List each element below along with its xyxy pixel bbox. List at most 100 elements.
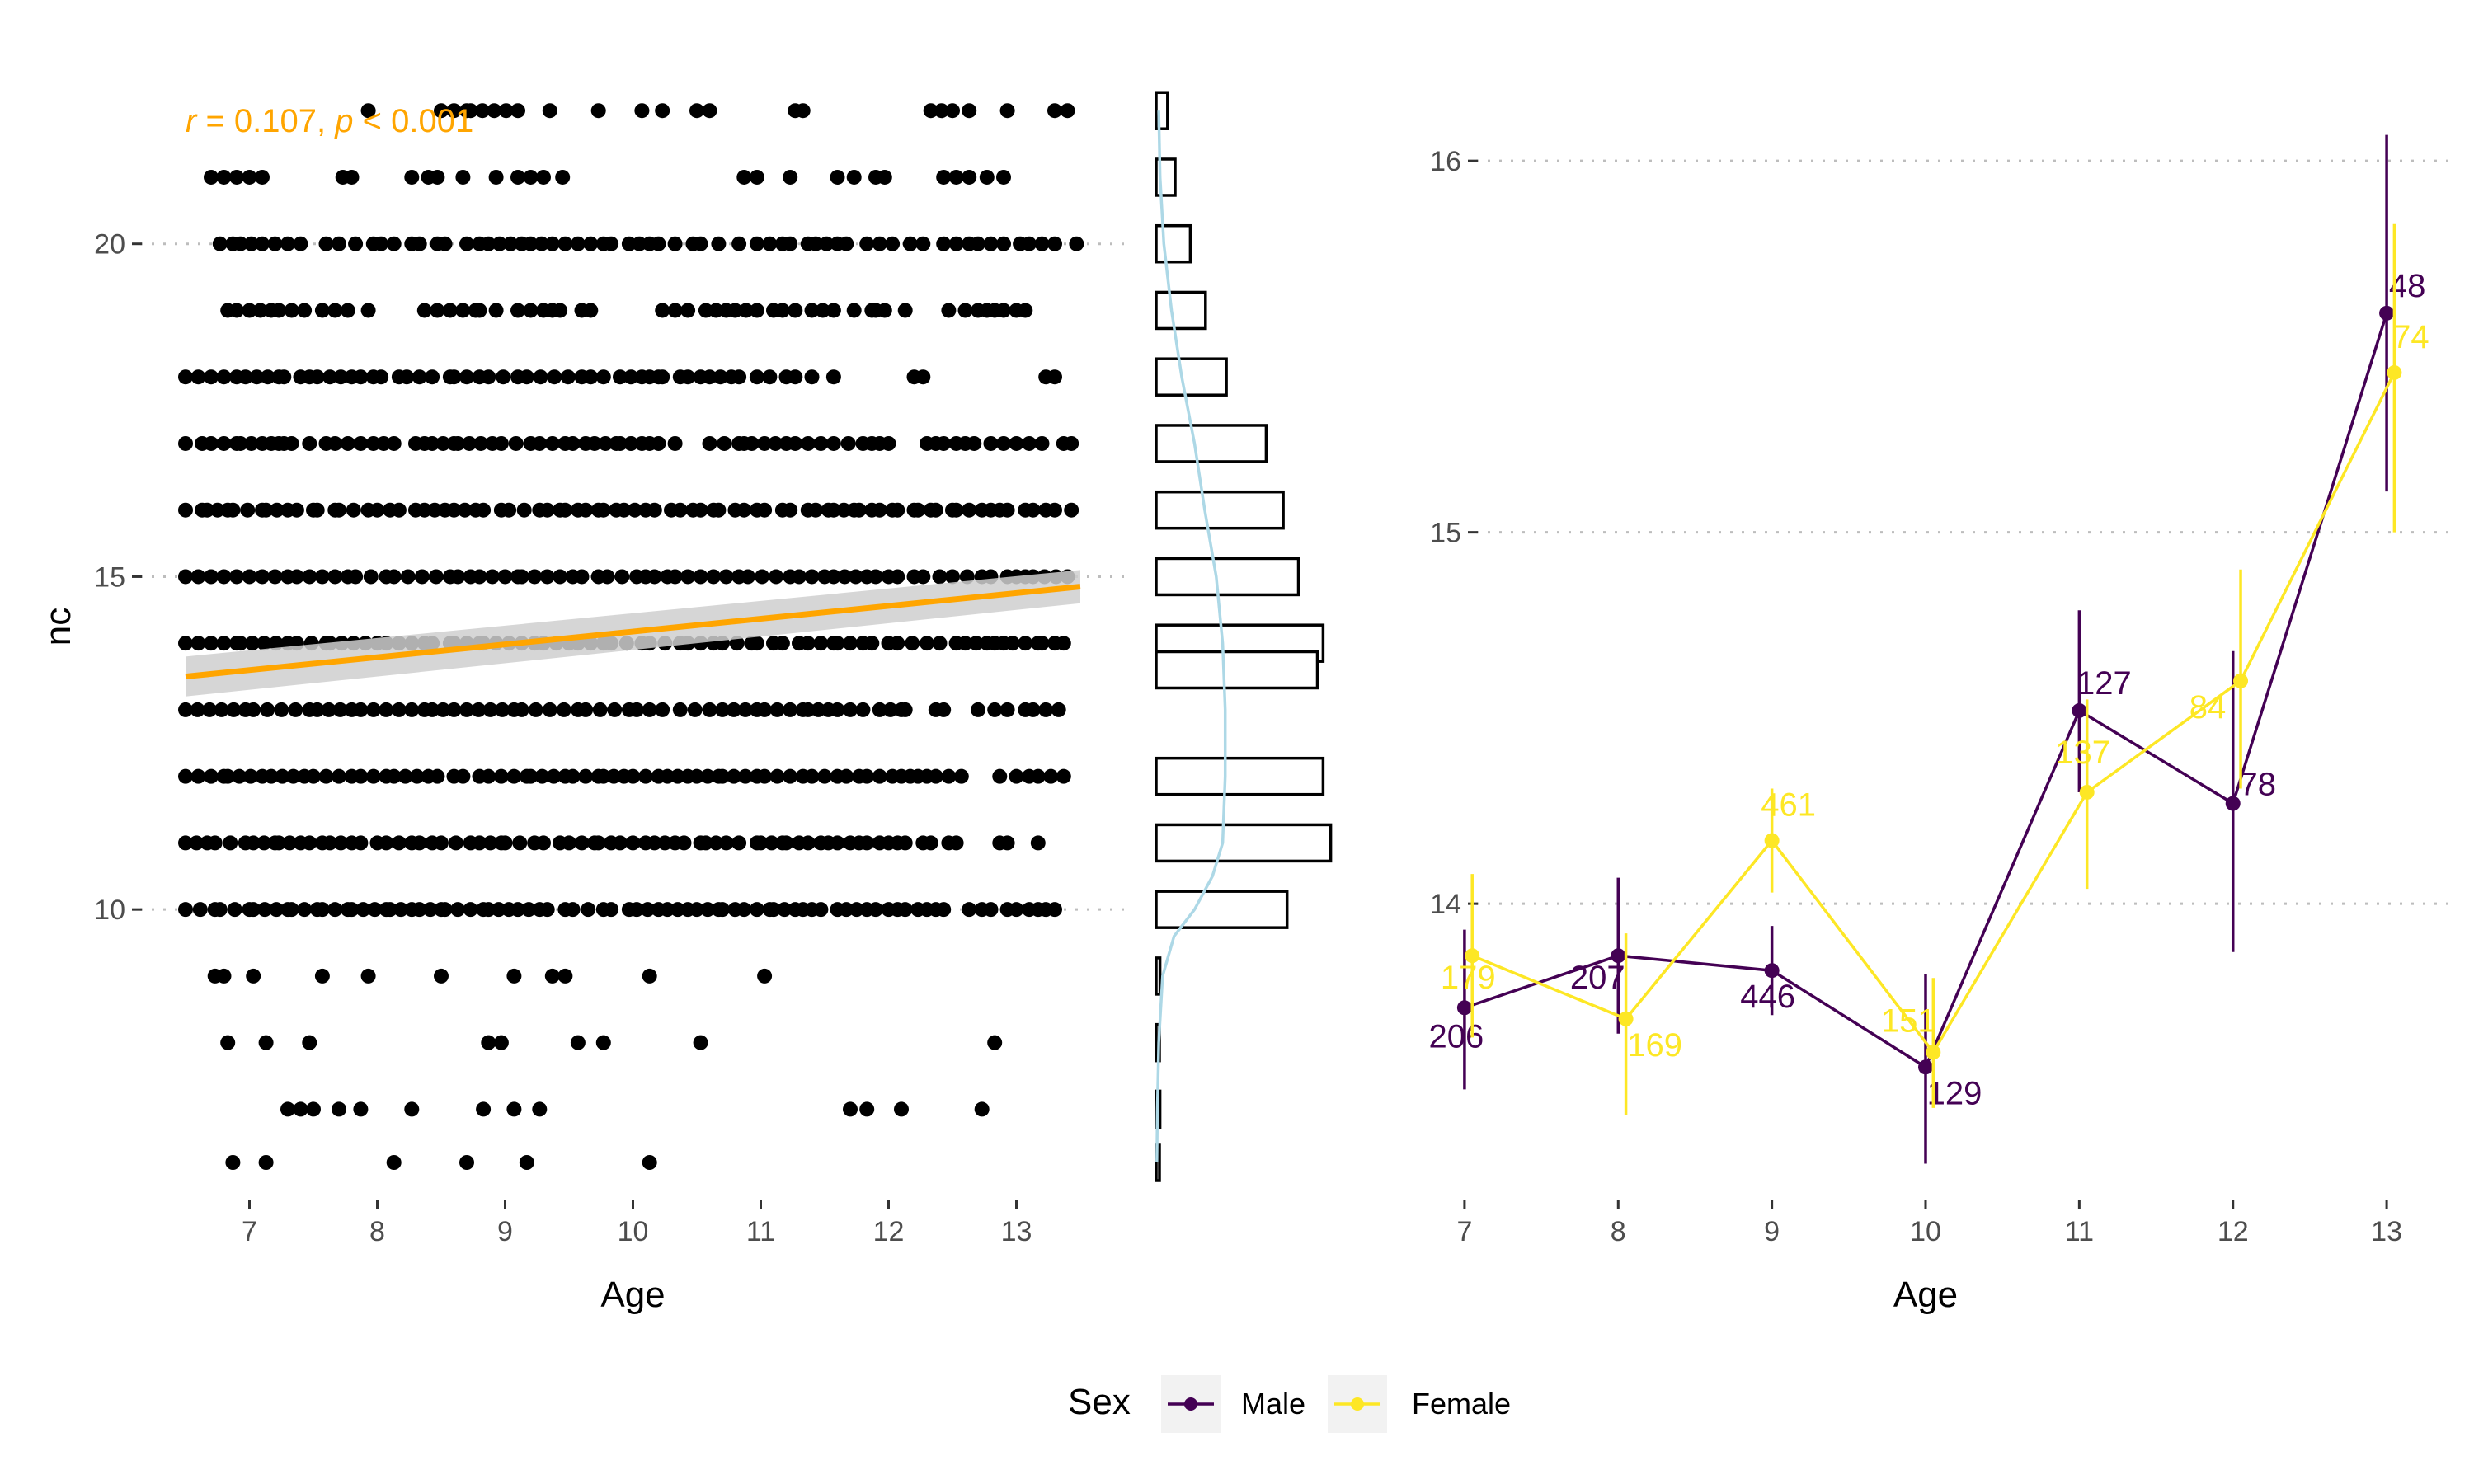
scatter-point [702,103,717,119]
scatter-point [450,435,466,451]
scatter-point [271,835,287,851]
scatter-point [672,702,688,717]
scatter-point [757,502,773,518]
x-tick-label: 10 [618,1216,649,1247]
scatter-point [327,303,343,318]
scatter-point [706,569,722,585]
scatter-point [223,835,238,851]
scatter-point [689,103,704,119]
scatter-point [271,303,287,318]
scatter-point [178,569,193,585]
scatter-point [632,236,647,251]
scatter-point [534,236,549,251]
scatter-point [623,369,639,385]
scatter-point [178,702,193,717]
series-point [1764,963,1780,979]
scatter-point [473,435,489,451]
scatter-point [578,702,594,717]
scatter-point [583,303,599,318]
scatter-point [498,103,514,119]
scatter-point [757,435,773,451]
scatter-point [777,902,793,918]
scatter-point [839,902,854,918]
scatter-point [527,569,543,585]
scatter-point [560,369,576,385]
scatter-point [435,702,451,717]
scatter-point [288,702,303,717]
scatter-point [309,369,325,385]
scatter-point [727,303,743,318]
scatter-point [613,369,628,385]
scatter-point [987,1035,1003,1050]
scatter-point [687,702,703,717]
scatter-point [839,236,854,251]
scatter-point [948,502,964,518]
scatter-point [928,768,943,784]
scatter-point [327,569,343,585]
scatter-point [332,502,346,518]
line-panel: 14 15 16 7 8 9 10 11 12 13 Age 206 207 446 129 127 7 84 8 1… [1429,134,2453,1315]
scatter-point [846,303,862,318]
annotation-r-value: = 0.107, [196,103,335,139]
scatter-point [700,902,716,918]
x-tick-label: 7 [242,1216,257,1247]
scatter-point [804,303,820,318]
scatter-point [216,569,232,585]
scatter-point [472,303,487,318]
scatter-point [629,702,645,717]
scatter-point [555,169,571,185]
scatter-point [348,569,364,585]
scatter-point [1043,768,1059,784]
scatter-point [404,702,420,717]
scatter-point [923,835,938,851]
marginal-histogram-panel [1155,91,1333,1182]
scatter-point [216,169,232,185]
histogram-bar [1155,956,1162,996]
scatter-point [280,1101,295,1117]
scatter-point [258,502,274,518]
scatter-point [882,702,898,717]
scatter-point [481,236,496,251]
annotation-p: p [334,103,353,139]
scatter-point [523,236,539,251]
scatter-point [731,835,747,851]
scatter-point [225,1155,241,1170]
scatter-point [583,369,599,385]
scatter-point [736,902,752,918]
scatter-point [726,702,741,717]
scatter-point [459,1155,474,1170]
histogram-bar [1155,556,1300,597]
scatter-point [693,502,708,518]
scatter-point [204,636,219,651]
scatter-point [948,236,964,251]
scatter-point [542,103,557,119]
scatter-point [830,169,845,185]
scatter-point [968,636,984,651]
scatter-point [242,569,257,585]
scatter-point [455,768,471,784]
scatter-point [902,236,918,251]
series-point [1764,833,1780,848]
scatter-point [606,768,622,784]
scatter-point [492,236,507,251]
x-tick-label: 11 [746,1216,775,1247]
scatter-point [657,835,673,851]
data-label: 446 [1740,979,1795,1015]
scatter-point [804,768,820,784]
scatter-point [1022,236,1037,251]
scatter-point [536,169,551,185]
scatter-point [481,768,496,784]
series-point [2079,784,2095,800]
scatter-point [557,502,573,518]
scatter-point [178,902,193,918]
scatter-point [233,435,248,451]
scatter-point [757,968,773,984]
scatter-point [957,636,973,651]
scatter-point [365,702,381,717]
scatter-point [404,1101,420,1117]
scatter-point [581,902,596,918]
scatter-point [565,435,581,451]
scatter-point [450,569,466,585]
scatter-point [476,502,492,518]
scatter-point [800,435,816,451]
